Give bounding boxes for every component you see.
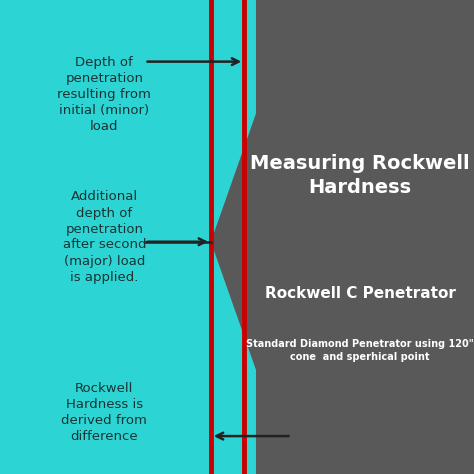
Text: Measuring Rockwell
Hardness: Measuring Rockwell Hardness xyxy=(250,154,470,197)
Polygon shape xyxy=(211,114,256,370)
Text: Rockwell C Penetrator: Rockwell C Penetrator xyxy=(265,286,456,301)
Text: Depth of
penetration
resulting from
initial (minor)
load: Depth of penetration resulting from init… xyxy=(57,56,151,133)
Text: Rockwell
Hardness is
derived from
difference: Rockwell Hardness is derived from differ… xyxy=(61,382,147,443)
Polygon shape xyxy=(211,0,474,474)
Text: Standard Diamond Penetrator using 120"
cone  and sperhical point: Standard Diamond Penetrator using 120" c… xyxy=(246,339,474,362)
Text: Additional
depth of
penetration
after second
(major) load
is applied.: Additional depth of penetration after se… xyxy=(63,191,146,283)
